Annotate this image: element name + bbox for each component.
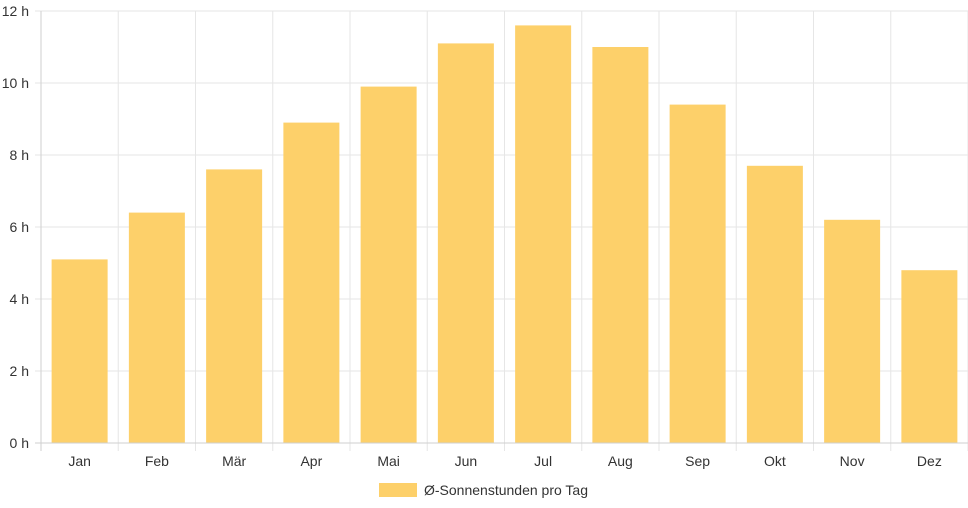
- x-tick-label: Mär: [222, 453, 246, 469]
- y-tick-label: 0 h: [10, 435, 29, 451]
- bar-okt[interactable]: [746, 165, 803, 444]
- legend-label: Ø-Sonnenstunden pro Tag: [424, 482, 588, 498]
- x-tick-label: Nov: [840, 453, 865, 469]
- bar-sep[interactable]: [669, 104, 726, 443]
- y-tick-label: 6 h: [10, 219, 29, 235]
- grid: [35, 10, 968, 451]
- x-tick-label: Sep: [685, 453, 710, 469]
- bar-jun[interactable]: [437, 43, 494, 444]
- x-tick-label: Apr: [300, 453, 322, 469]
- y-axis-ticks: 0 h 2 h 4 h 6 h 8 h 10 h 12 h: [2, 3, 29, 451]
- legend[interactable]: Ø-Sonnenstunden pro Tag: [379, 482, 588, 498]
- x-tick-label: Jul: [534, 453, 552, 469]
- x-tick-label: Aug: [608, 453, 633, 469]
- bar-mai[interactable]: [360, 86, 417, 443]
- axes: [35, 11, 968, 451]
- y-tick-label: 10 h: [2, 75, 29, 91]
- legend-swatch: [379, 483, 417, 497]
- bar-jan[interactable]: [51, 259, 108, 443]
- bar-feb[interactable]: [128, 212, 185, 443]
- y-tick-label: 12 h: [2, 3, 29, 19]
- bar-dez[interactable]: [901, 270, 958, 443]
- y-tick-label: 2 h: [10, 363, 29, 379]
- x-tick-label: Dez: [917, 453, 942, 469]
- bar-jul[interactable]: [515, 25, 572, 444]
- bars: [51, 25, 958, 444]
- x-axis-ticks: Jan Feb Mär Apr Mai Jun Jul Aug Sep Okt Nov Dez: [68, 453, 941, 469]
- x-tick-label: Jan: [68, 453, 91, 469]
- y-tick-label: 8 h: [10, 147, 29, 163]
- x-tick-label: Feb: [145, 453, 169, 469]
- y-tick-label: 4 h: [10, 291, 29, 307]
- bar-nov[interactable]: [824, 219, 881, 443]
- bar-mär[interactable]: [206, 169, 263, 443]
- x-tick-label: Okt: [764, 453, 786, 469]
- x-tick-label: Jun: [455, 453, 478, 469]
- bar-aug[interactable]: [592, 47, 649, 443]
- x-tick-label: Mai: [377, 453, 400, 469]
- bar-apr[interactable]: [283, 122, 340, 443]
